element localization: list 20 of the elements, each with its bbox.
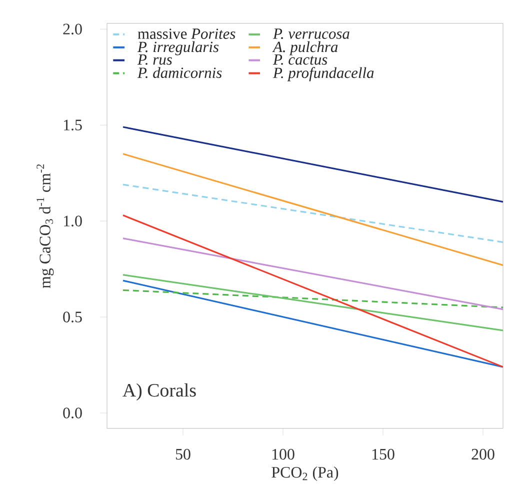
y-tick-label: 0.0 xyxy=(63,408,82,418)
legend-label: P. verrucosa xyxy=(272,28,350,39)
legend-label: A. pulchra xyxy=(272,41,338,56)
annotation: A) Corals xyxy=(122,383,196,401)
x-tick-label: 200 xyxy=(472,448,494,460)
legend-label: P. damicornis xyxy=(137,67,222,78)
y-tick-label: 2.0 xyxy=(63,24,82,35)
legend-label: P. rus xyxy=(137,54,172,65)
x-tick-label: 50 xyxy=(176,448,190,460)
legend-label: P. profundacella xyxy=(272,67,374,82)
y-axis-title: mg CaCO$_{3}$ d$^{-1}$ cm$^{-2}$ xyxy=(36,164,54,288)
legend-label: massive Porites xyxy=(138,28,236,39)
legend-label: P. cactus xyxy=(272,54,328,65)
legend-label: P. irregularis xyxy=(137,41,219,56)
x-axis-title: PCO$_{2}$ (Pa) xyxy=(272,466,338,481)
y-tick-label: 1.0 xyxy=(64,216,82,226)
y-tick-label: 1.5 xyxy=(64,120,82,130)
y-tick-label: 0.5 xyxy=(63,312,82,322)
x-tick-label: 100 xyxy=(272,448,294,460)
x-tick-label: 150 xyxy=(372,448,394,460)
